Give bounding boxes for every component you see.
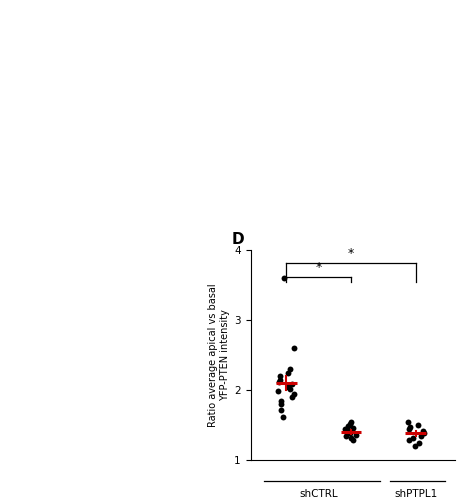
Point [416,432,424,440]
Point [274,388,281,396]
Point [414,438,422,446]
Point [288,393,295,401]
Point [279,412,286,420]
Point [351,431,359,439]
Text: D: D [232,232,244,248]
Point [342,432,349,440]
Point [348,436,356,444]
Point [345,420,353,428]
Point [419,428,426,436]
Point [408,434,415,442]
Point [410,442,418,450]
Text: shCTRL: shCTRL [299,490,337,500]
Point [404,418,411,426]
Point [290,390,297,398]
Point [275,378,282,386]
Point [419,430,426,438]
Text: *: * [315,261,321,274]
Point [413,421,420,429]
Point [406,423,413,431]
Point [286,365,293,373]
Point [283,382,291,390]
Y-axis label: Ratio average apical vs basal
YFP-PTEN intensity: Ratio average apical vs basal YFP-PTEN i… [208,283,230,427]
Point [289,344,297,352]
Point [276,400,284,408]
Point [340,425,348,433]
Point [277,396,284,404]
Point [346,430,353,438]
Point [276,406,284,413]
Text: *: * [347,247,353,260]
Point [347,418,354,426]
Point [405,436,412,444]
Point [347,434,354,442]
Point [343,422,350,430]
Point [343,426,350,434]
Point [285,384,293,392]
Point [288,380,295,388]
Point [276,372,283,380]
Point [276,376,283,384]
Point [404,425,411,433]
Point [283,368,291,376]
Point [280,274,287,282]
Point [344,428,352,436]
Point [349,424,356,432]
Text: shPTPL1: shPTPL1 [394,490,437,500]
